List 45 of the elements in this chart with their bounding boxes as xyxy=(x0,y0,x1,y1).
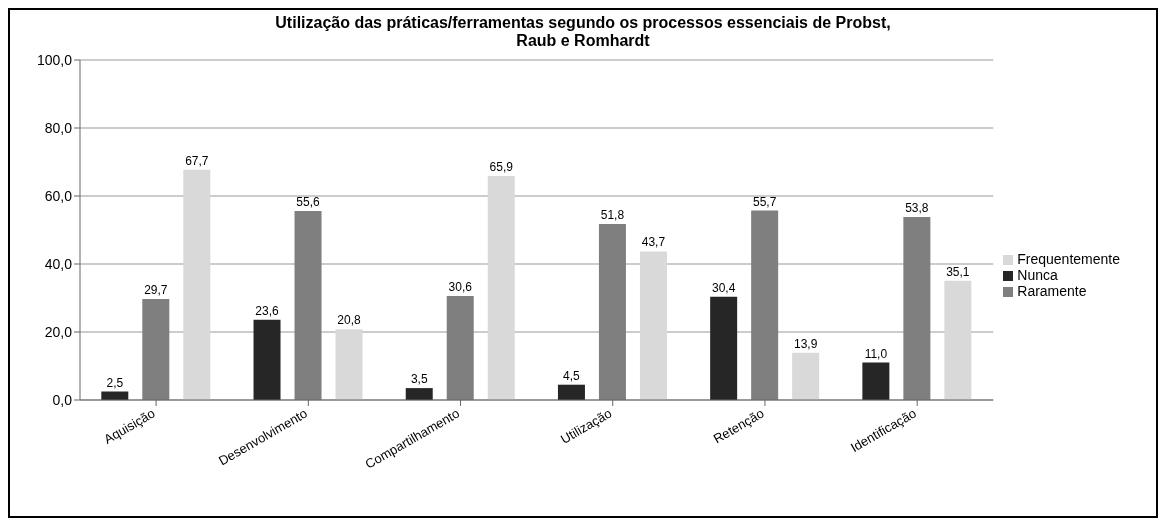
bar xyxy=(405,388,433,400)
legend-label: Nunca xyxy=(1017,267,1058,283)
data-label: 43,7 xyxy=(641,235,666,250)
bar xyxy=(862,362,890,400)
bar xyxy=(183,169,211,400)
data-label: 35,1 xyxy=(946,264,970,279)
bar xyxy=(557,384,585,400)
data-label: 67,7 xyxy=(185,153,209,168)
bar xyxy=(751,210,779,400)
data-label: 30,6 xyxy=(448,279,473,294)
data-label: 29,7 xyxy=(144,283,168,298)
bar xyxy=(903,217,931,400)
y-tick-label: 60,0 xyxy=(44,187,73,204)
legend-label: Frequentemente xyxy=(1017,251,1120,267)
bar xyxy=(710,296,738,400)
data-label: 23,6 xyxy=(255,303,280,318)
data-label: 53,8 xyxy=(905,201,929,216)
bar xyxy=(944,280,972,400)
data-label: 55,6 xyxy=(296,194,321,209)
data-label: 65,9 xyxy=(489,159,514,174)
data-label: 20,8 xyxy=(337,313,362,328)
data-label: 4,5 xyxy=(563,368,581,383)
y-tick-label: 20,0 xyxy=(44,323,73,340)
bar xyxy=(294,210,322,400)
y-tick-label: 100,0 xyxy=(36,51,73,68)
bar xyxy=(639,251,667,400)
data-label: 30,4 xyxy=(711,280,736,295)
bar xyxy=(792,352,820,400)
bar xyxy=(335,329,363,400)
bar xyxy=(487,175,515,400)
y-tick-label: 40,0 xyxy=(44,255,73,272)
data-label: 3,5 xyxy=(410,372,428,387)
bar xyxy=(446,295,474,400)
data-label: 11,0 xyxy=(864,346,888,361)
legend-label: Raramente xyxy=(1017,283,1087,299)
data-label: 13,9 xyxy=(793,336,818,351)
y-tick-label: 80,0 xyxy=(44,119,73,136)
data-label: 2,5 xyxy=(106,375,124,390)
chart-title: Utilização das práticas/ferramentas segundo os processos essenciais de Probst, Raub e Romhardt xyxy=(274,14,892,50)
bar xyxy=(253,319,281,400)
bar xyxy=(598,223,626,400)
data-label: 55,7 xyxy=(752,194,777,209)
y-tick-label: 0,0 xyxy=(52,391,73,408)
bar xyxy=(142,299,170,400)
data-label: 51,8 xyxy=(600,207,625,222)
